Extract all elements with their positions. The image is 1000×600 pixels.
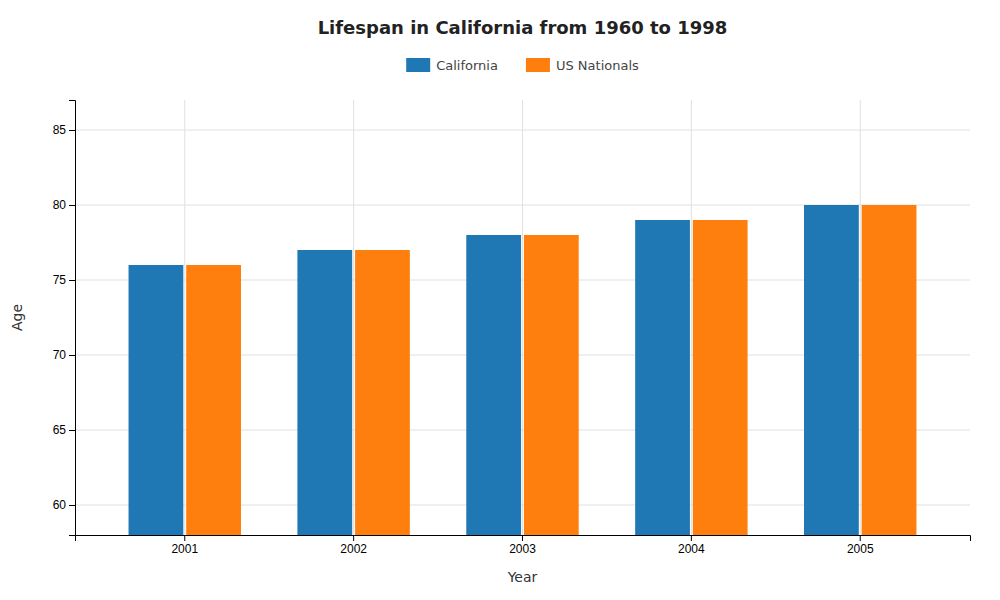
x-tick: 2002 — [340, 535, 367, 556]
y-tick-label: 60 — [53, 498, 67, 512]
y-axis-title: Age — [9, 304, 25, 331]
y-tick-label: 85 — [53, 123, 67, 137]
y-tick-mark — [69, 205, 75, 206]
x-tick-mark — [522, 535, 523, 541]
x-tick: 2001 — [171, 535, 198, 556]
y-tick-mark — [69, 505, 75, 506]
y-tick-mark — [69, 130, 75, 131]
bar — [804, 205, 859, 535]
y-tick-mark — [69, 355, 75, 356]
y-tick-label: 80 — [53, 198, 67, 212]
y-tick-label: 75 — [53, 273, 67, 287]
bars — [129, 205, 917, 535]
bar — [297, 250, 352, 535]
bar — [129, 265, 184, 535]
legend: California US Nationals — [406, 58, 639, 73]
x-tick-mark — [691, 535, 692, 541]
grid-line-x — [860, 100, 861, 535]
y-tick: 80 — [53, 198, 75, 212]
x-tick-label: 2004 — [678, 542, 705, 556]
x-tick-mark — [860, 535, 861, 541]
legend-item: US Nationals — [526, 58, 639, 73]
legend-swatch — [526, 58, 550, 72]
legend-label: California — [436, 58, 498, 73]
legend-item: California — [406, 58, 498, 73]
x-tick-label: 2005 — [847, 542, 874, 556]
grid-line-x — [353, 100, 354, 535]
x-tick-mark — [353, 535, 354, 541]
grid-line-x — [184, 100, 185, 535]
series — [129, 205, 859, 535]
x-tick-label: 2003 — [509, 542, 536, 556]
y-tick-label: 70 — [53, 348, 67, 362]
x-axis-title: Year — [507, 569, 538, 585]
bar — [355, 250, 410, 535]
y-tick: 65 — [53, 423, 75, 437]
x-tick: 2004 — [678, 535, 705, 556]
y-tick: 75 — [53, 273, 75, 287]
x-tick-label: 2001 — [171, 542, 198, 556]
x-tick-label: 2002 — [340, 542, 367, 556]
x-tick: 2005 — [847, 535, 874, 556]
bar — [862, 205, 917, 535]
y-tick: 60 — [53, 498, 75, 512]
bar — [693, 220, 748, 535]
x-tick: 2003 — [509, 535, 536, 556]
grid — [75, 100, 970, 535]
x-axis: 2001 2002 2003 2004 2005 — [76, 535, 971, 556]
grid-line-x — [691, 100, 692, 535]
bar — [635, 220, 690, 535]
y-tick: 70 — [53, 348, 75, 362]
bar — [466, 235, 521, 535]
y-tick: 85 — [53, 123, 75, 137]
y-axis: 60 65 70 75 80 85 — [53, 101, 76, 536]
y-tick-mark — [69, 280, 75, 281]
plot: 2001 2002 2003 2004 2005 60 65 70 75 80 85 — [53, 100, 971, 556]
title: Lifespan in California from 1960 to 1998 — [318, 17, 728, 38]
x-axis-line — [76, 536, 971, 542]
bar — [186, 265, 241, 535]
series — [186, 205, 916, 535]
grid-line-x — [522, 100, 523, 535]
y-axis-line — [69, 101, 76, 536]
legend-swatch — [406, 58, 430, 72]
bar — [524, 235, 579, 535]
legend-label: US Nationals — [556, 58, 639, 73]
y-tick-label: 65 — [53, 423, 67, 437]
x-tick-mark — [184, 535, 185, 541]
y-tick-mark — [69, 430, 75, 431]
chart: 2001 2002 2003 2004 2005 60 65 70 75 80 85 Year Age L… — [0, 0, 1000, 600]
